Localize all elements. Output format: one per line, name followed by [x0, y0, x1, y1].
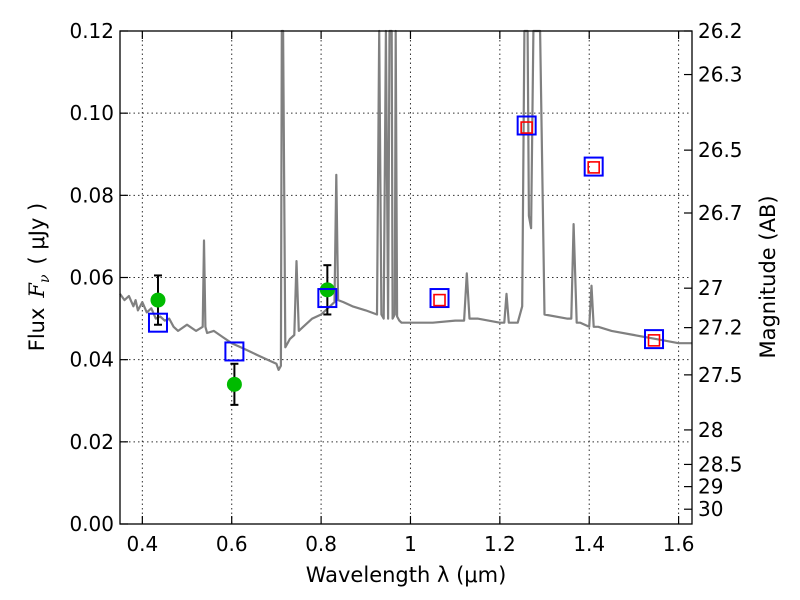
y-tick-label: 0.10: [69, 101, 114, 125]
x-axis-label: Wavelength λ (μm): [306, 563, 507, 587]
y-tick-label: 0.00: [69, 512, 114, 536]
y-tick-label: 0.12: [69, 19, 114, 43]
observed-point: [226, 376, 242, 392]
y-tick-label: 0.08: [69, 183, 114, 207]
y-tick-label: 0.02: [69, 430, 114, 454]
model-square-blue: [147, 312, 168, 333]
x-tick-label: 1.6: [663, 532, 695, 556]
x-tick-label: 1.4: [573, 532, 605, 556]
y-label-unit: ( μJy ): [25, 203, 49, 265]
model-square-blue: [583, 156, 604, 177]
right-tick-label: 29: [698, 475, 723, 499]
right-tick-label: 26.5: [698, 138, 743, 162]
y-tick-label: 0.06: [69, 266, 114, 290]
photometry-markers: [147, 115, 665, 406]
y-label-prefix: Flux: [25, 308, 49, 352]
x-tick-label: 0.8: [305, 532, 337, 556]
right-tick-label: 26.2: [698, 19, 743, 43]
observed-point: [150, 292, 166, 308]
y-tick-label: 0.04: [69, 348, 114, 372]
x-tick-label: 1.2: [484, 532, 516, 556]
x-tick-label: 1: [404, 532, 417, 556]
right-tick-label: 28.5: [698, 452, 743, 476]
model-square-blue: [644, 329, 665, 350]
model-square-blue: [429, 288, 450, 309]
y-label-subscript: ν: [37, 274, 53, 283]
right-tick-label: 26.7: [698, 201, 743, 225]
x-tick-label: 0.4: [126, 532, 158, 556]
axis-ticks: 0.4 0.6 0.8 1 1.2 1.4 1.6 0.00 0.02 0.04 0.06 0.08 0…: [69, 19, 742, 556]
model-square-red: [587, 161, 600, 174]
model-square-red: [433, 293, 446, 307]
model-square-blue: [317, 288, 338, 309]
right-tick-label: 28: [698, 418, 723, 442]
model-square-red: [647, 334, 661, 347]
x-tick-label: 0.6: [216, 532, 248, 556]
right-axis-label: Magnitude (AB): [756, 195, 780, 358]
right-tick-label: 27.5: [698, 363, 743, 387]
spectrum-line: [119, 29, 692, 371]
right-tick-label: 30: [698, 497, 723, 521]
model-square-red: [520, 121, 533, 134]
grid-lines: [120, 30, 692, 525]
right-tick-label: 27.2: [698, 316, 743, 340]
spectrum-series: [119, 29, 692, 371]
model-square-blue: [224, 341, 245, 362]
right-tick-label: 27: [698, 276, 723, 300]
y-axis-label: Flux Fν ( μJy ): [25, 203, 53, 351]
right-tick-label: 26.3: [698, 63, 743, 87]
model-square-blue: [516, 115, 537, 136]
y-label-symbol: F: [25, 282, 49, 299]
